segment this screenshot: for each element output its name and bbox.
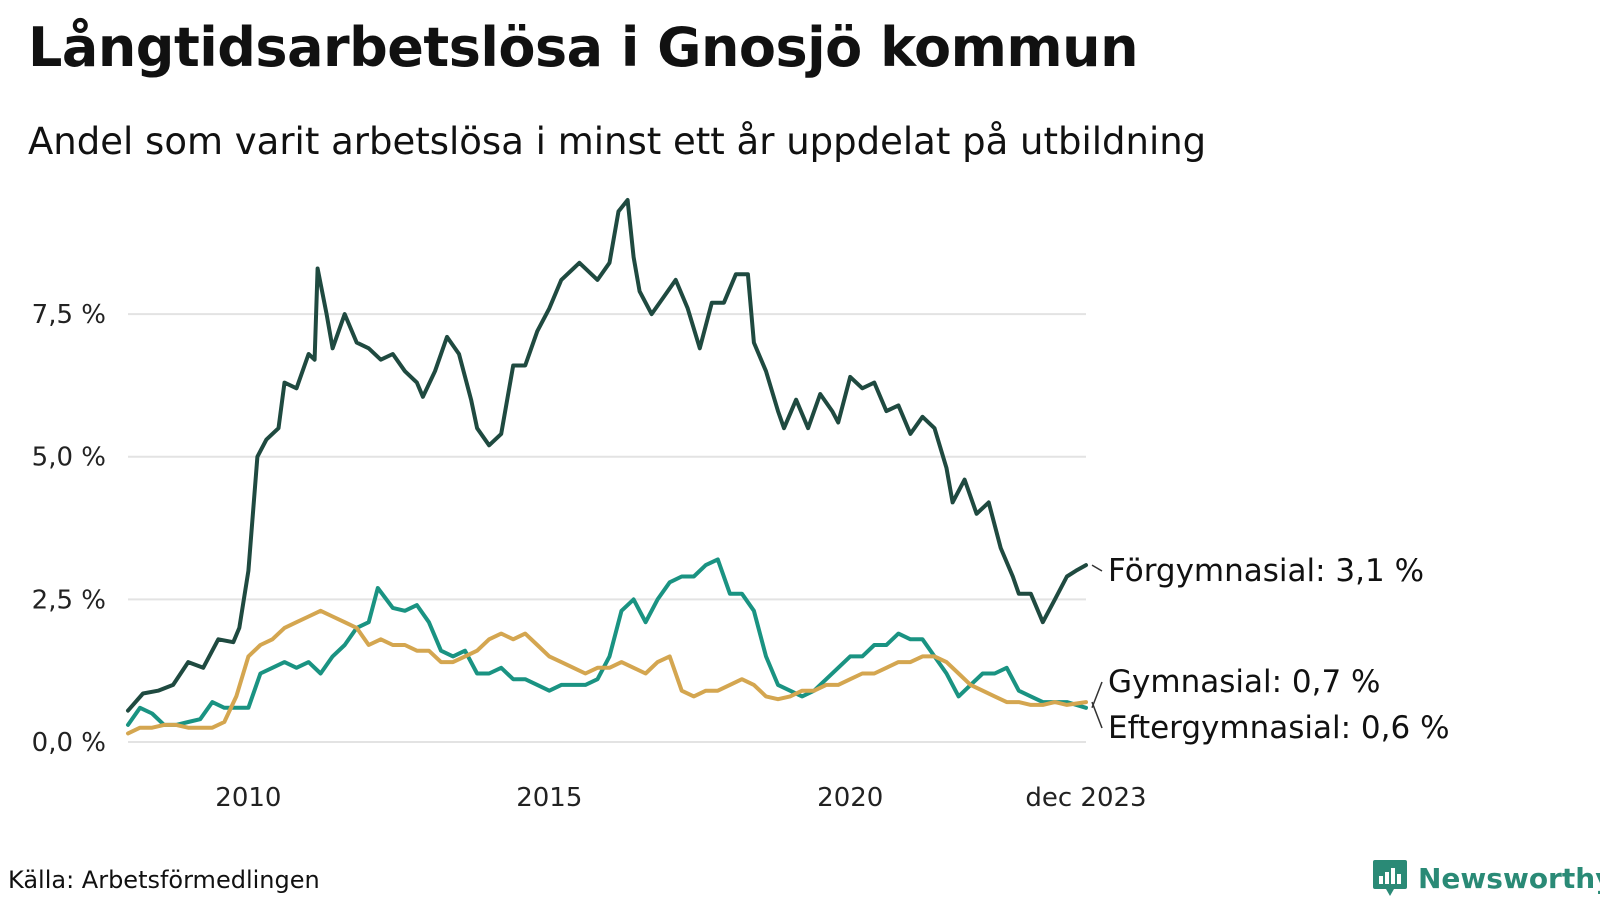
y-tick-label: 7,5 % bbox=[32, 300, 106, 330]
series-lines bbox=[126, 198, 1088, 736]
y-axis-tick-labels: 0,0 % 2,5 % 5,0 % 7,5 % bbox=[32, 300, 106, 758]
end-label-connector bbox=[1091, 701, 1103, 729]
source-note: Källa: Arbetsförmedlingen bbox=[8, 866, 320, 894]
series-end-label: Eftergymnasial: 0,6 % bbox=[1108, 710, 1450, 746]
bar-chart-speech-icon bbox=[1373, 860, 1407, 896]
chart-title: Långtidsarbetslösa i Gnosjö kommun bbox=[28, 16, 1139, 79]
series-end-labels: Förgymnasial: 3,1 % Gymnasial: 0,7 % Efter… bbox=[1091, 553, 1450, 746]
end-label-connector bbox=[1091, 564, 1103, 572]
y-tick-label: 2,5 % bbox=[32, 585, 106, 615]
gridlines bbox=[128, 313, 1086, 743]
series-line bbox=[126, 557, 1088, 727]
series-end-label: Förgymnasial: 3,1 % bbox=[1108, 553, 1424, 589]
line-chart: 0,0 % 2,5 % 5,0 % 7,5 % 2010 2015 2020 dec 202… bbox=[32, 198, 1450, 813]
x-tick-label: dec 2023 bbox=[1025, 783, 1146, 813]
y-tick-label: 0,0 % bbox=[32, 728, 106, 758]
series-end-label: Gymnasial: 0,7 % bbox=[1108, 664, 1381, 700]
series-line bbox=[126, 198, 1088, 713]
chart-subtitle: Andel som varit arbetslösa i minst ett å… bbox=[28, 120, 1207, 163]
brand-name: Newsworthy bbox=[1418, 861, 1600, 895]
x-tick-label: 2015 bbox=[516, 783, 582, 813]
brand-logo: Newsworthy bbox=[1372, 858, 1600, 898]
y-tick-label: 5,0 % bbox=[32, 443, 106, 473]
x-axis-tick-labels: 2010 2015 2020 dec 2023 bbox=[215, 783, 1146, 813]
series-line bbox=[126, 608, 1088, 736]
end-label-connector bbox=[1091, 681, 1103, 709]
x-tick-label: 2020 bbox=[817, 783, 883, 813]
x-tick-label: 2010 bbox=[215, 783, 281, 813]
